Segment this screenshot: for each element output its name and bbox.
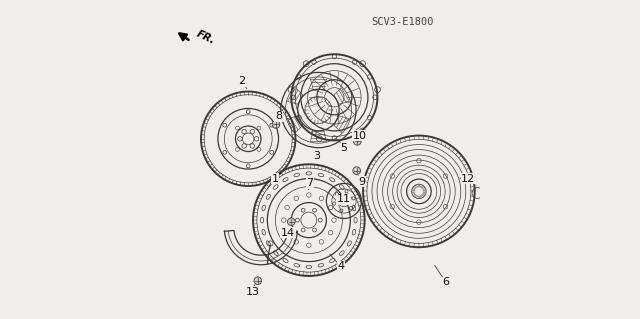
Text: SCV3-E1800: SCV3-E1800	[372, 17, 434, 27]
Text: 4: 4	[337, 261, 344, 271]
Text: 14: 14	[281, 228, 295, 238]
Circle shape	[254, 277, 262, 285]
Text: 11: 11	[337, 194, 351, 204]
Circle shape	[272, 121, 280, 128]
Text: 7: 7	[306, 178, 314, 189]
Text: 6: 6	[442, 277, 449, 287]
Text: 10: 10	[353, 130, 367, 141]
Circle shape	[353, 137, 361, 145]
Circle shape	[353, 167, 360, 174]
Text: 3: 3	[314, 151, 320, 161]
Text: 12: 12	[461, 174, 476, 184]
Text: 5: 5	[340, 143, 348, 153]
Text: 2: 2	[238, 76, 245, 86]
Text: 8: 8	[275, 111, 282, 122]
Text: 9: 9	[358, 177, 365, 187]
Text: 13: 13	[246, 287, 260, 297]
Circle shape	[287, 218, 295, 226]
Text: 1: 1	[272, 174, 279, 184]
Text: FR.: FR.	[195, 29, 217, 46]
